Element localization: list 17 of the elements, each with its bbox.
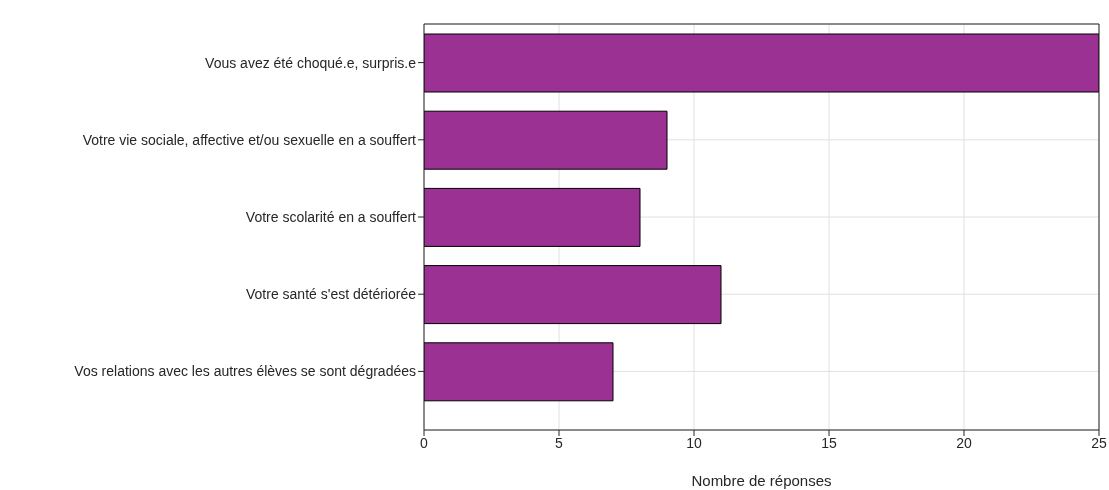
x-tick-label: 10 — [686, 434, 702, 451]
bar — [424, 265, 722, 325]
y-tick-label: Votre scolarité en a souffert — [245, 208, 417, 225]
y-tick-label: Votre santé s'est détériorée — [246, 286, 417, 303]
bar — [424, 33, 1099, 93]
bar — [424, 110, 668, 170]
bar — [424, 187, 641, 247]
bar — [424, 342, 614, 402]
x-axis-title: Nombre de réponses — [691, 472, 832, 489]
x-tick-label: 25 — [1091, 434, 1107, 451]
x-tick-label: 5 — [555, 434, 564, 451]
x-tick-label: 20 — [956, 434, 972, 451]
y-tick-label: Vous avez été choqué.e, surpris.e — [205, 54, 417, 71]
y-tick-label: Votre vie sociale, affective et/ou sexuelle en a souffert — [82, 131, 417, 148]
x-tick-label: 0 — [420, 434, 429, 451]
x-tick-label: 15 — [821, 434, 837, 451]
y-tick-label: Vos relations avec les autres élèves se sont dégradées — [74, 363, 416, 380]
